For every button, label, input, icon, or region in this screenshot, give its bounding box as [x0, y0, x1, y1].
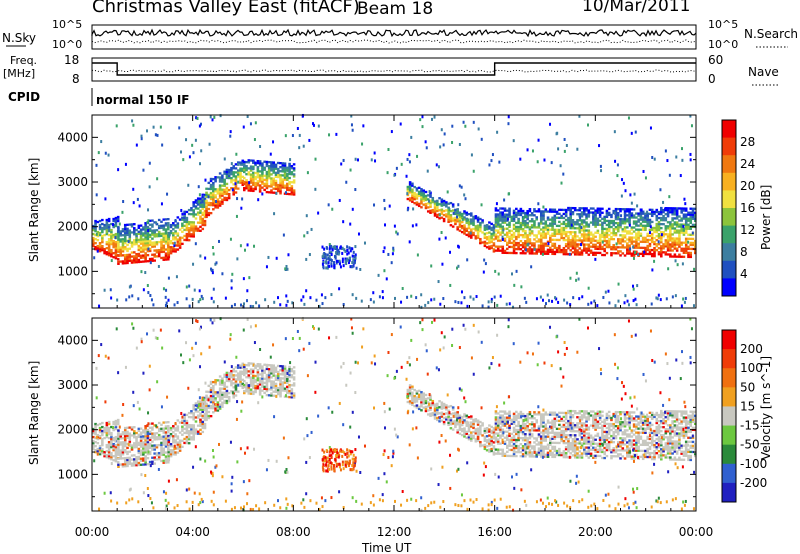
nsearch-label: N.Search [744, 27, 798, 41]
freq-label: Freq. [10, 54, 37, 67]
x-tick-label-3: 12:00 [377, 525, 412, 539]
x-axis-ticks: 00:00 04:00 08:00 12:00 16:00 20:00 00:00 [75, 115, 714, 539]
velocity-panel-frame [91, 317, 697, 512]
power-ytick-label-4000: 4000 [57, 130, 88, 144]
x-tick-label-6: 00:00 [679, 525, 714, 539]
velocity-ytick-label-3000: 3000 [57, 378, 88, 392]
velocity-y-ticks: 1000 2000 3000 4000 [57, 333, 696, 498]
freq-panel-frame [91, 57, 697, 82]
velocity-cb-tick-6: -100 [740, 457, 767, 471]
x-tick-label-4: 16:00 [477, 525, 512, 539]
power-colorbar: 28 24 20 16 12 8 4 [722, 120, 755, 297]
power-colorbar-frame [721, 119, 737, 297]
velocity-cb-tick-4: -15 [740, 419, 760, 433]
velocity-ytick-label-1000: 1000 [57, 467, 88, 481]
power-ytick-label-2000: 2000 [57, 220, 88, 234]
power-colorbar-label: Power [dB] [759, 185, 773, 250]
velocity-ytick-label-2000: 2000 [57, 423, 88, 437]
nsky-label: N.Sky [2, 31, 36, 45]
power-cb-tick-3: 16 [740, 201, 755, 215]
power-cb-tick-2: 20 [740, 179, 755, 193]
power-y-ticks: 1000 2000 3000 4000 [57, 130, 696, 295]
x-axis-label: Time UT [361, 541, 412, 554]
nsky-trace [91, 28, 697, 44]
velocity-cb-tick-2: 50 [740, 380, 755, 394]
nsky-tick-bottom: 10^0 [52, 38, 82, 51]
chart-title: Christmas Valley East (fitACF) [92, 0, 360, 17]
nsky-panel-frame [91, 24, 697, 50]
freq-tick-bottom: 8 [72, 72, 80, 86]
velocity-ytick-label-4000: 4000 [57, 333, 88, 347]
velocity-cb-tick-7: -200 [740, 476, 767, 490]
velocity-cb-tick-0: 200 [740, 342, 763, 356]
power-panel-frame [91, 114, 697, 309]
freq-tick-top: 18 [64, 53, 79, 67]
freq-trace [91, 62, 696, 76]
velocity-ylabel: Slant Range [km] [27, 361, 41, 465]
x-tick-label-2: 08:00 [276, 525, 311, 539]
velocity-colorbar: 200 100 50 15 -15 -50 -100 -200 [722, 330, 767, 503]
velocity-cb-tick-1: 100 [740, 361, 763, 375]
nsearch-tick-bottom: 10^0 [708, 38, 738, 51]
power-heatmap-cells [92, 113, 697, 309]
velocity-cb-tick-3: 15 [740, 399, 755, 413]
x-tick-label-5: 20:00 [578, 525, 613, 539]
freq-unit: [MHz] [3, 67, 35, 80]
nave-tick-bottom: 0 [708, 72, 716, 86]
velocity-colorbar-frame [721, 329, 737, 503]
x-tick-label-1: 04:00 [175, 525, 210, 539]
beam-label: Beam 18 [357, 0, 433, 19]
velocity-colorbar-label: Velocity [m s^-1] [759, 356, 773, 460]
power-cb-tick-0: 28 [740, 135, 755, 149]
power-cb-tick-4: 12 [740, 223, 755, 237]
power-ytick-label-1000: 1000 [57, 264, 88, 278]
cpid-label: CPID [8, 90, 40, 104]
nsky-tick-top: 10^5 [52, 18, 82, 31]
power-ytick-label-3000: 3000 [57, 175, 88, 189]
power-cb-tick-1: 24 [740, 157, 755, 171]
velocity-cb-tick-5: -50 [740, 438, 760, 452]
cpid-value: normal 150 IF [96, 93, 190, 107]
chart-date: 10/Mar/2011 [582, 0, 691, 16]
power-cb-tick-6: 4 [740, 267, 748, 281]
power-cb-tick-5: 8 [740, 245, 748, 259]
x-tick-label-0: 00:00 [75, 525, 110, 539]
nave-label: Nave [748, 65, 779, 79]
nave-tick-top: 60 [708, 53, 723, 67]
nsearch-tick-top: 10^5 [708, 18, 738, 31]
power-ylabel: Slant Range [km] [27, 158, 41, 262]
velocity-heatmap-cells [92, 316, 697, 512]
